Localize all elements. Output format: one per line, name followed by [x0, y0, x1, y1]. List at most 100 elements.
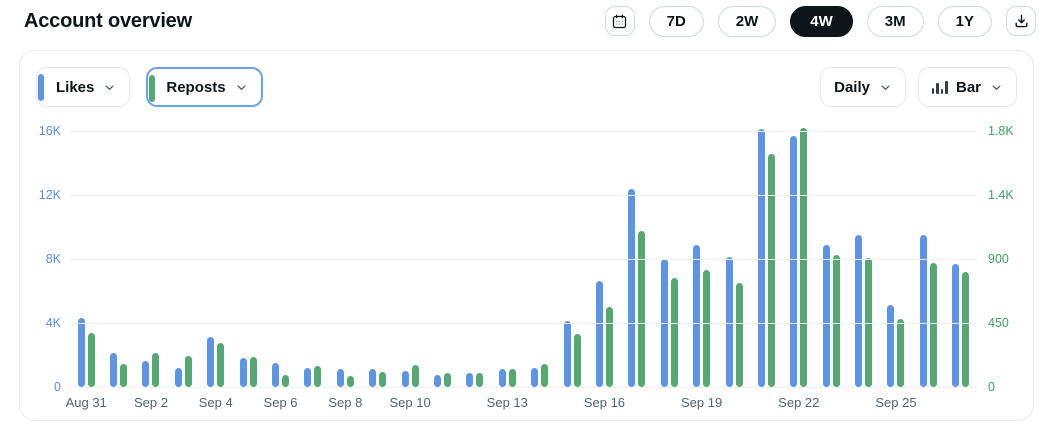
reposts-bar[interactable]	[217, 342, 225, 387]
likes-bar[interactable]	[466, 373, 474, 387]
likes-bar[interactable]	[628, 188, 636, 387]
reposts-bar[interactable]	[962, 271, 970, 387]
reposts-bar[interactable]	[735, 283, 743, 387]
left-axis-tick: 8K	[45, 252, 61, 266]
likes-bar[interactable]	[239, 358, 247, 387]
page-title: Account overview	[24, 9, 192, 32]
day-column: Sep 22	[778, 128, 819, 410]
likes-bar[interactable]	[595, 281, 603, 387]
chevron-down-icon	[235, 81, 248, 94]
x-axis-label: Sep 22	[778, 395, 820, 410]
likes-metric-select[interactable]: Likes	[36, 67, 131, 107]
reposts-metric-select[interactable]: Reposts	[146, 67, 263, 107]
day-column: Sep 25	[875, 131, 917, 410]
reposts-bar[interactable]	[282, 374, 290, 387]
likes-bar[interactable]	[563, 321, 571, 387]
gridline	[70, 131, 977, 132]
reposts-bar[interactable]	[573, 334, 581, 387]
calendar-button[interactable]	[604, 6, 635, 36]
likes-metric-label: Likes	[56, 78, 95, 96]
reposts-bar[interactable]	[897, 318, 905, 387]
reposts-bar[interactable]	[767, 153, 775, 387]
day-column	[556, 131, 588, 387]
likes-bar[interactable]	[952, 263, 960, 387]
x-axis-label: Sep 13	[486, 395, 528, 410]
likes-bar[interactable]	[336, 369, 344, 387]
reposts-bar[interactable]	[411, 364, 419, 387]
reposts-bar[interactable]	[638, 230, 646, 387]
reposts-bar[interactable]	[508, 368, 516, 387]
likes-bar[interactable]	[757, 129, 765, 387]
reposts-bar[interactable]	[120, 364, 128, 387]
reposts-bar[interactable]	[476, 372, 484, 387]
range-pill-3m[interactable]: 3M	[866, 5, 924, 37]
reposts-bar[interactable]	[314, 366, 322, 387]
x-axis-label: Sep 16	[583, 395, 626, 410]
reposts-bar[interactable]	[152, 352, 160, 387]
reposts-bar[interactable]	[865, 257, 873, 387]
reposts-bar[interactable]	[379, 372, 387, 387]
reposts-bar[interactable]	[541, 363, 549, 387]
chart-type-select[interactable]: Bar	[917, 67, 1017, 107]
likes-bar[interactable]	[790, 135, 798, 387]
day-column	[167, 131, 199, 387]
reposts-bar[interactable]	[443, 372, 451, 387]
reposts-bar[interactable]	[670, 277, 678, 387]
likes-bar[interactable]	[272, 363, 280, 387]
download-icon	[1013, 13, 1030, 30]
day-column	[362, 131, 394, 387]
day-column	[621, 131, 653, 387]
right-axis-tick: 900	[988, 252, 1009, 266]
likes-bar[interactable]	[855, 235, 863, 387]
likes-bar[interactable]	[693, 244, 701, 387]
right-axis-tick: 1.8K	[988, 124, 1014, 138]
download-button[interactable]	[1006, 6, 1036, 36]
right-axis-tick: 1.4K	[988, 188, 1014, 202]
interval-select[interactable]: Daily	[820, 67, 906, 107]
day-column	[912, 131, 944, 387]
day-column	[945, 131, 977, 387]
likes-bar[interactable]	[369, 369, 377, 387]
reposts-bar[interactable]	[703, 269, 711, 387]
reposts-metric-label: Reposts	[166, 78, 226, 96]
interval-label: Daily	[834, 78, 870, 96]
reposts-bar[interactable]	[249, 357, 257, 387]
likes-bar[interactable]	[433, 374, 441, 387]
day-column: Sep 10	[389, 131, 431, 410]
likes-bar[interactable]	[887, 305, 895, 387]
day-column: Sep 2	[134, 131, 168, 410]
likes-bar[interactable]	[725, 257, 733, 387]
day-column	[102, 131, 134, 387]
day-column	[718, 131, 750, 387]
reposts-bar[interactable]	[184, 355, 192, 387]
reposts-bar[interactable]	[605, 307, 613, 387]
likes-bar[interactable]	[919, 235, 927, 387]
reposts-bar[interactable]	[800, 128, 808, 387]
likes-bar[interactable]	[531, 367, 539, 387]
likes-bar[interactable]	[207, 337, 215, 387]
day-column	[297, 131, 329, 387]
x-axis-label: Sep 2	[133, 395, 168, 410]
likes-bar[interactable]	[401, 371, 409, 387]
likes-bar[interactable]	[110, 353, 118, 387]
range-pill-7d[interactable]: 7D	[648, 5, 704, 37]
x-axis-label: Aug 31	[65, 395, 107, 410]
range-pill-4w[interactable]: 4W	[790, 5, 853, 37]
likes-bar[interactable]	[77, 318, 85, 387]
reposts-bar[interactable]	[832, 254, 840, 387]
likes-bar[interactable]	[142, 361, 150, 387]
range-pill-1y[interactable]: 1Y	[937, 5, 992, 37]
day-column	[523, 131, 555, 387]
reposts-bar[interactable]	[346, 376, 354, 387]
bar-chart-icon	[931, 80, 948, 94]
x-axis-label: Sep 25	[875, 395, 917, 410]
likes-bar[interactable]	[822, 244, 830, 387]
likes-bar[interactable]	[304, 367, 312, 387]
reposts-bar[interactable]	[929, 263, 937, 387]
likes-bar[interactable]	[174, 367, 182, 387]
gridline	[70, 387, 977, 388]
reposts-bar[interactable]	[87, 332, 95, 387]
likes-bar[interactable]	[498, 369, 506, 387]
range-pill-2w[interactable]: 2W	[717, 5, 777, 37]
left-axis-tick: 16K	[38, 124, 61, 138]
